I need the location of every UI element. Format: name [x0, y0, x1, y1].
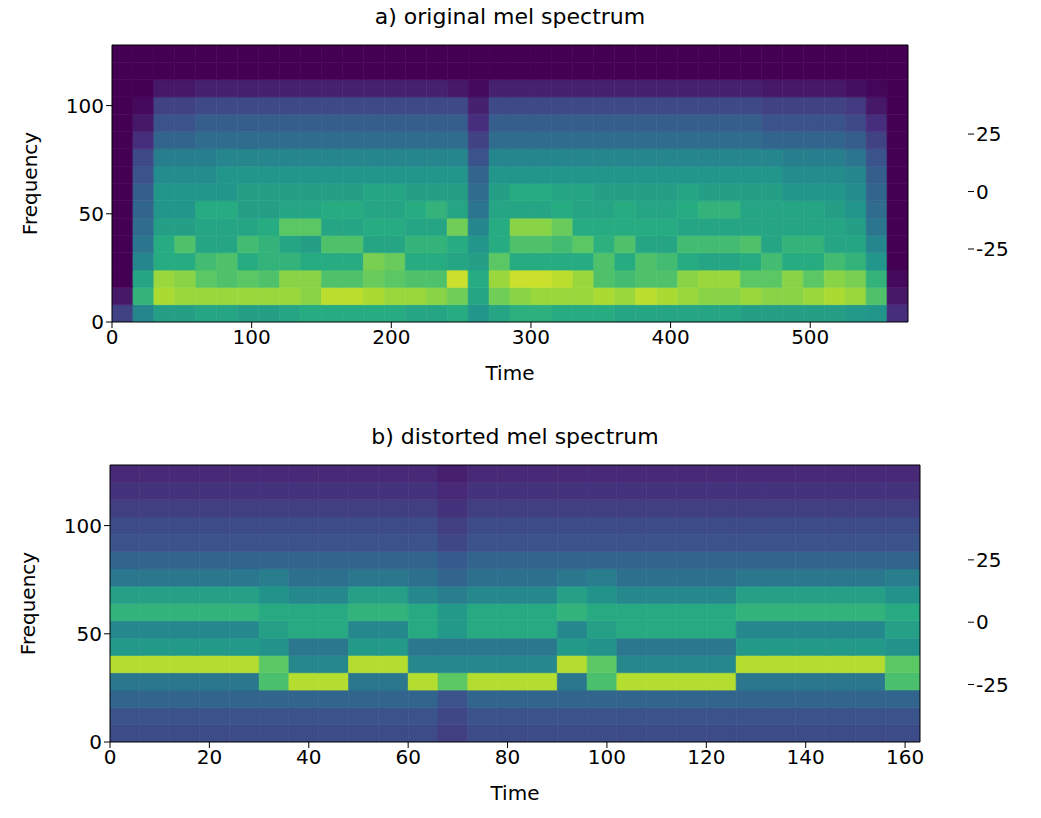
svg-text:60: 60 [395, 745, 420, 769]
svg-text:100: 100 [64, 514, 102, 538]
svg-text:-25: -25 [976, 673, 1009, 697]
svg-text:-25: -25 [976, 237, 1009, 261]
svg-text:Frequency: Frequency [16, 552, 40, 655]
svg-text:Frequency: Frequency [18, 132, 42, 235]
svg-text:100: 100 [588, 745, 626, 769]
svg-text:40: 40 [296, 745, 321, 769]
svg-text:100: 100 [66, 94, 104, 118]
svg-text:80: 80 [495, 745, 520, 769]
svg-text:25: 25 [976, 122, 1001, 146]
svg-text:25: 25 [976, 548, 1001, 572]
svg-text:140: 140 [787, 745, 825, 769]
svg-text:0: 0 [976, 180, 989, 204]
svg-text:0: 0 [91, 310, 104, 334]
svg-text:0: 0 [976, 610, 989, 634]
svg-text:160: 160 [886, 745, 924, 769]
svg-text:0: 0 [106, 325, 119, 349]
svg-text:500: 500 [791, 325, 829, 349]
svg-text:50: 50 [79, 202, 104, 226]
svg-text:100: 100 [233, 325, 271, 349]
svg-text:200: 200 [372, 325, 410, 349]
svg-text:50: 50 [77, 622, 102, 646]
svg-text:120: 120 [687, 745, 725, 769]
svg-text:Time: Time [490, 781, 540, 805]
svg-text:Time: Time [485, 361, 535, 385]
svg-text:400: 400 [652, 325, 690, 349]
svg-text:300: 300 [512, 325, 550, 349]
html-text:a) original mel spectrum: a) original mel spectrum [374, 4, 646, 29]
svg-text:0: 0 [104, 745, 117, 769]
svg-text:0: 0 [89, 730, 102, 754]
svg-text:20: 20 [197, 745, 222, 769]
html-text:b) distorted mel spectrum: b) distorted mel spectrum [371, 424, 659, 449]
